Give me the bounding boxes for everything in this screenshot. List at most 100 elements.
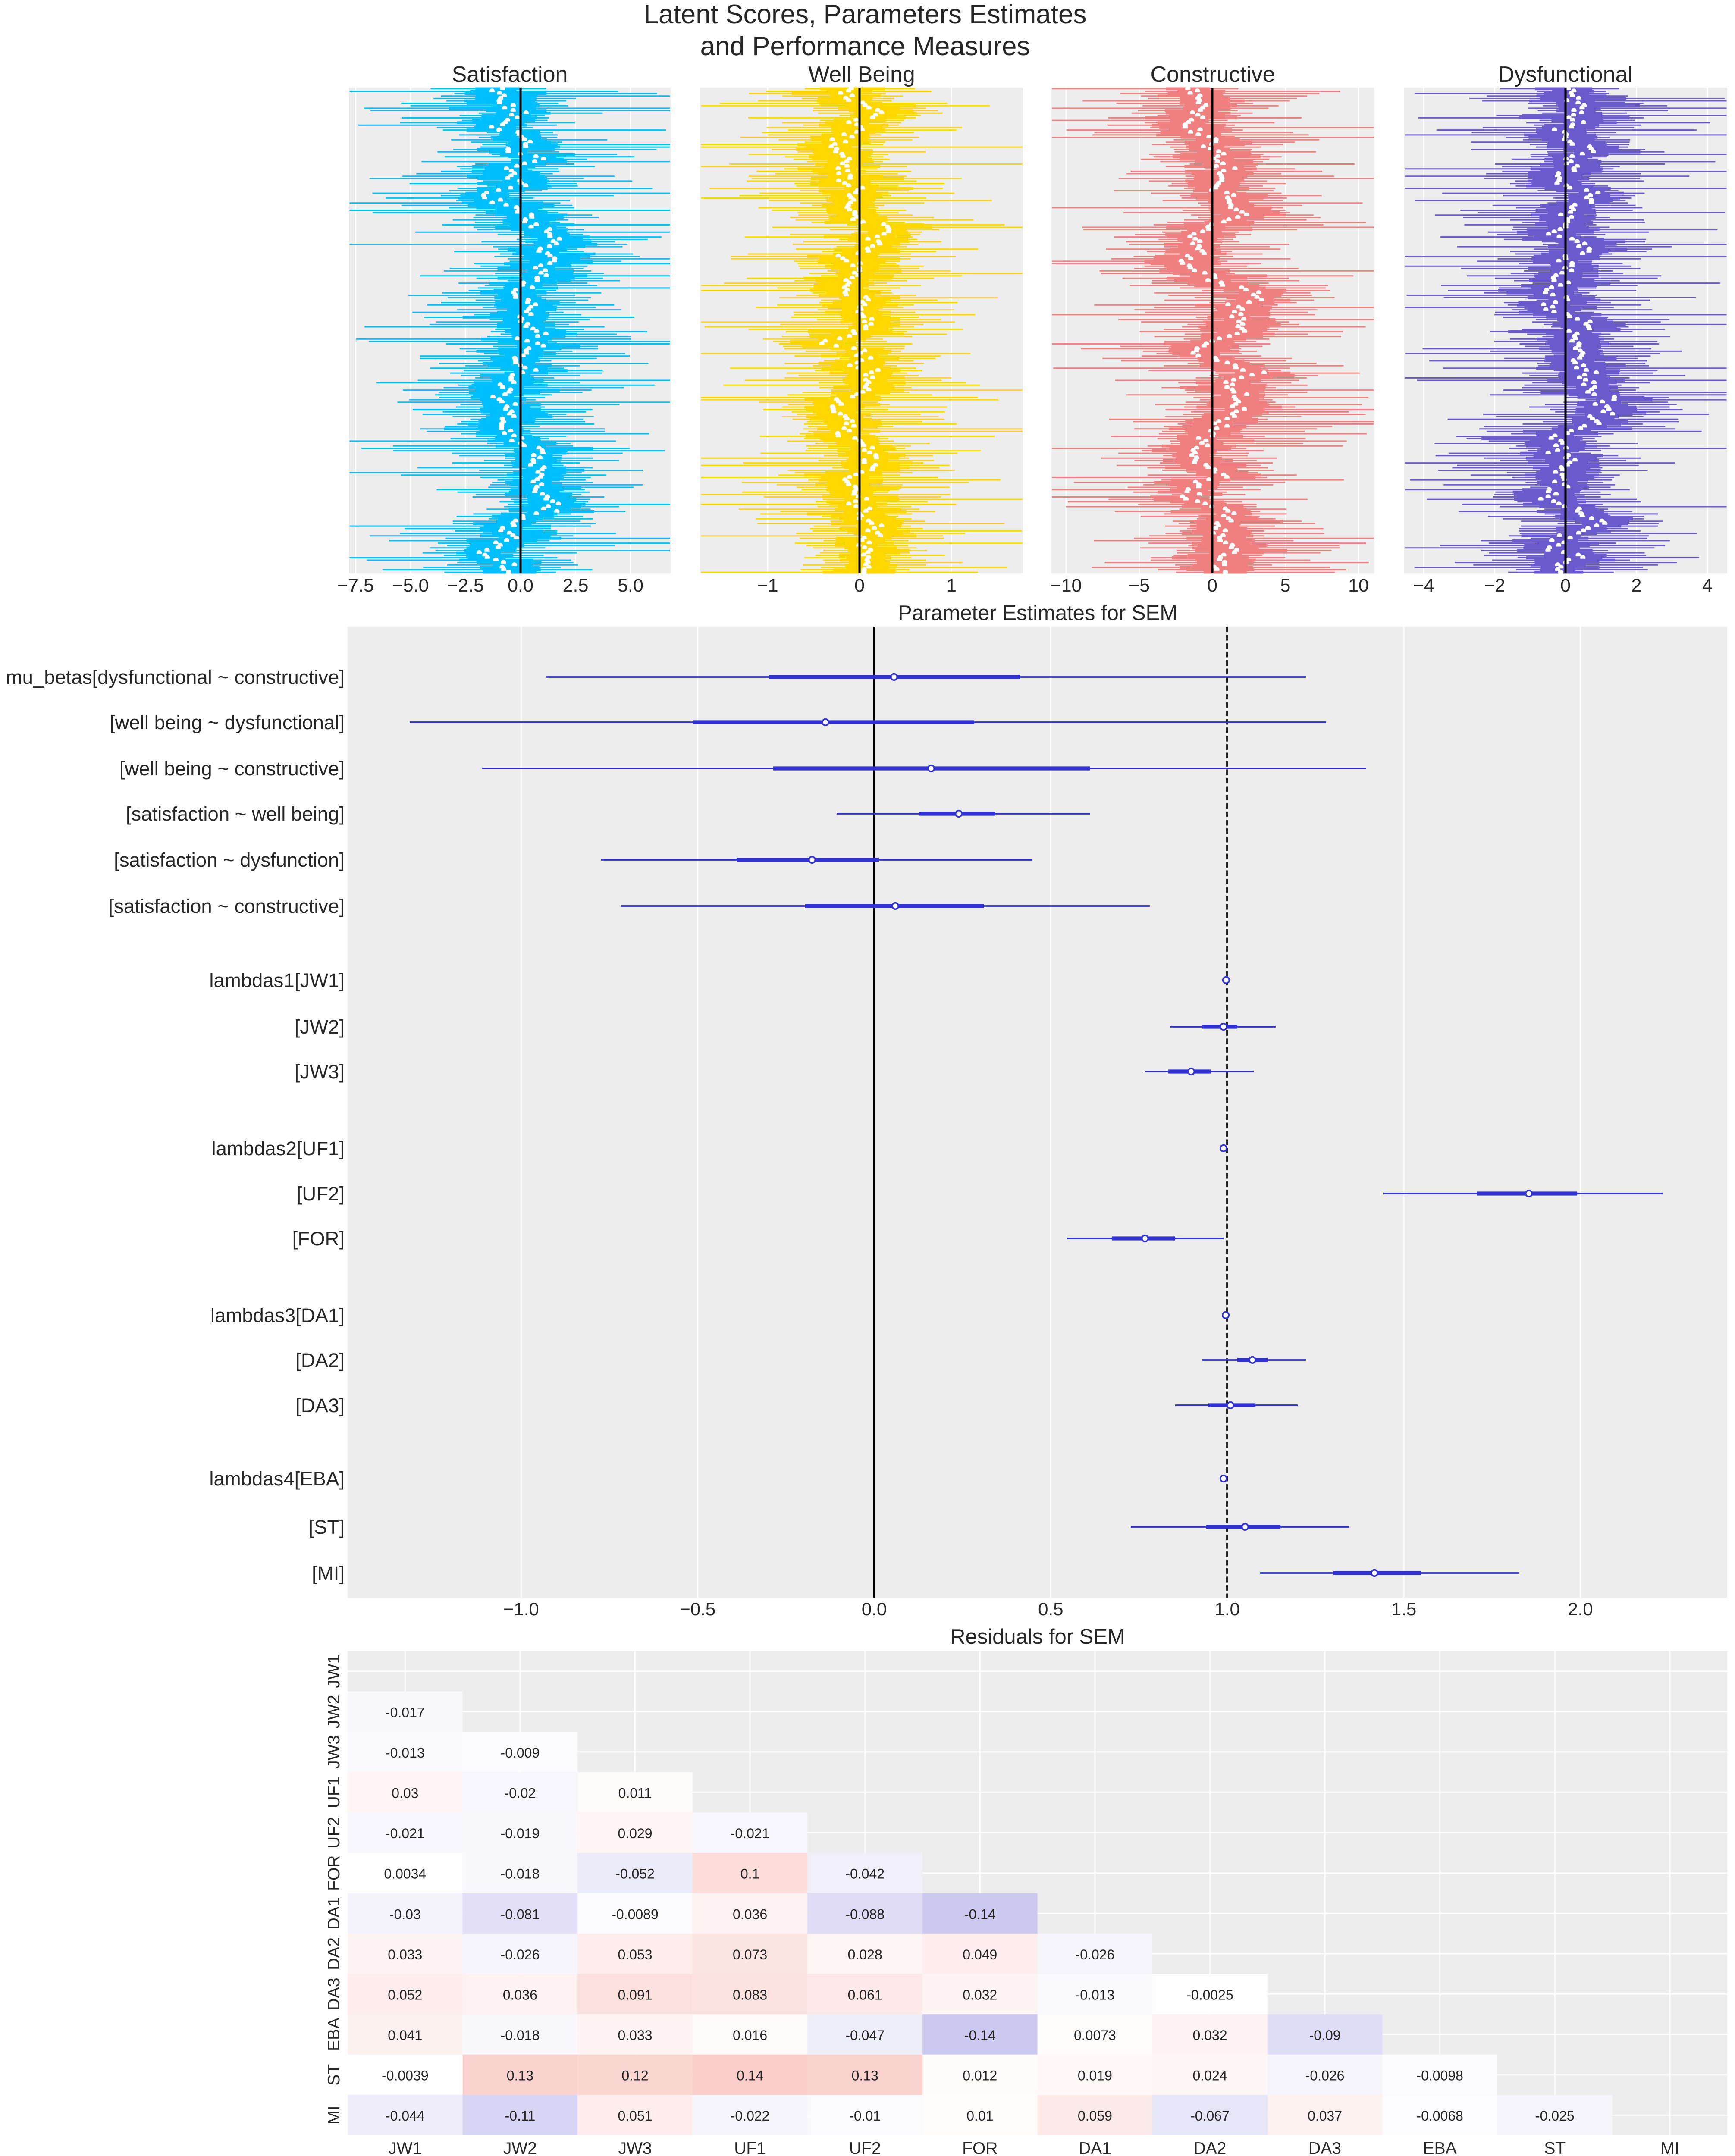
svg-text:−1.0: −1.0: [503, 1599, 539, 1619]
svg-text:-0.026: -0.026: [1305, 2068, 1345, 2084]
svg-text:Satisfaction: Satisfaction: [452, 62, 568, 87]
svg-text:and Performance Measures: and Performance Measures: [700, 31, 1030, 61]
svg-text:2.5: 2.5: [563, 575, 589, 596]
svg-text:JW1: JW1: [388, 2139, 422, 2156]
svg-text:0.01: 0.01: [966, 2108, 993, 2124]
svg-text:-0.0098: -0.0098: [1416, 2068, 1463, 2084]
svg-text:JW3: JW3: [618, 2139, 652, 2156]
svg-text:-0.044: -0.044: [386, 2108, 425, 2124]
svg-text:lambdas1[JW1]: lambdas1[JW1]: [209, 969, 345, 991]
svg-text:UF1: UF1: [325, 1777, 343, 1808]
svg-text:JW1: JW1: [325, 1655, 343, 1688]
svg-text:-0.0068: -0.0068: [1416, 2108, 1463, 2124]
svg-text:-0.009: -0.009: [501, 1745, 540, 1761]
svg-text:Dysfunctional: Dysfunctional: [1498, 62, 1633, 87]
svg-text:JW2: JW2: [325, 1695, 343, 1728]
svg-text:[satisfaction ~ dysfunction]: [satisfaction ~ dysfunction]: [114, 849, 345, 871]
svg-text:2: 2: [1631, 575, 1641, 596]
svg-text:0.0: 0.0: [508, 575, 533, 596]
svg-text:-0.0025: -0.0025: [1186, 1987, 1233, 2002]
svg-text:-0.067: -0.067: [1190, 2108, 1230, 2124]
svg-text:[JW3]: [JW3]: [295, 1061, 345, 1083]
svg-text:1: 1: [946, 575, 957, 596]
svg-text:0.049: 0.049: [963, 1947, 997, 1962]
svg-text:[DA2]: [DA2]: [295, 1349, 345, 1371]
svg-text:1.0: 1.0: [1215, 1599, 1240, 1619]
svg-text:0.1: 0.1: [740, 1866, 759, 1882]
svg-text:UF2: UF2: [325, 1817, 343, 1849]
svg-text:Residuals for SEM: Residuals for SEM: [950, 1625, 1125, 1648]
svg-text:DA3: DA3: [325, 1977, 343, 2010]
svg-text:Latent Scores, Parameters Esti: Latent Scores, Parameters Estimates: [644, 0, 1087, 29]
svg-text:5.0: 5.0: [618, 575, 643, 596]
svg-text:0.053: 0.053: [618, 1947, 652, 1962]
svg-text:-0.042: -0.042: [845, 1866, 885, 1882]
svg-text:-0.013: -0.013: [386, 1745, 425, 1761]
svg-text:0.036: 0.036: [503, 1987, 537, 2002]
svg-text:-0.11: -0.11: [505, 2108, 536, 2124]
svg-text:Well Being: Well Being: [808, 62, 915, 87]
svg-text:MI: MI: [1660, 2139, 1679, 2156]
svg-text:0.0034: 0.0034: [384, 1866, 426, 1882]
svg-text:lambdas2[UF1]: lambdas2[UF1]: [211, 1138, 345, 1159]
svg-text:EBA: EBA: [325, 2018, 343, 2051]
svg-text:-0.0039: -0.0039: [382, 2068, 429, 2084]
svg-text:JW3: JW3: [325, 1735, 343, 1769]
svg-text:-0.14: -0.14: [964, 1906, 996, 1922]
svg-text:0.019: 0.019: [1078, 2068, 1112, 2084]
svg-text:-0.018: -0.018: [501, 2028, 540, 2043]
svg-text:0.061: 0.061: [848, 1987, 882, 2002]
svg-text:0.5: 0.5: [1038, 1599, 1063, 1619]
svg-text:0.03: 0.03: [392, 1786, 418, 1801]
svg-text:0.041: 0.041: [388, 2028, 422, 2043]
svg-text:0.052: 0.052: [388, 1987, 422, 2002]
svg-text:−0.5: −0.5: [680, 1599, 715, 1619]
svg-text:-0.047: -0.047: [845, 2028, 885, 2043]
svg-text:0: 0: [1207, 575, 1217, 596]
svg-text:0.13: 0.13: [507, 2068, 533, 2084]
svg-text:DA3: DA3: [1308, 2139, 1341, 2156]
svg-text:UF2: UF2: [849, 2139, 881, 2156]
svg-text:-0.088: -0.088: [845, 1906, 885, 1922]
svg-text:0: 0: [854, 575, 865, 596]
svg-text:0.037: 0.037: [1308, 2108, 1342, 2124]
svg-text:-0.0089: -0.0089: [612, 1906, 659, 1922]
svg-text:[UF2]: [UF2]: [297, 1183, 345, 1205]
svg-text:FOR: FOR: [325, 1855, 343, 1891]
svg-text:lambdas4[EBA]: lambdas4[EBA]: [209, 1468, 345, 1490]
svg-text:-0.026: -0.026: [1076, 1947, 1115, 1962]
svg-text:DA2: DA2: [325, 1937, 343, 1970]
svg-text:0.033: 0.033: [388, 1947, 422, 1962]
svg-text:−2.5: −2.5: [447, 575, 484, 596]
svg-text:[DA3]: [DA3]: [295, 1395, 345, 1416]
svg-text:[well being ~ constructive]: [well being ~ constructive]: [119, 758, 345, 780]
svg-text:[JW2]: [JW2]: [295, 1016, 345, 1038]
svg-text:Parameter Estimates for SEM: Parameter Estimates for SEM: [898, 602, 1177, 625]
svg-text:0.028: 0.028: [848, 1947, 882, 1962]
svg-text:-0.018: -0.018: [501, 1866, 540, 1882]
svg-text:0.024: 0.024: [1192, 2068, 1227, 2084]
svg-text:-0.03: -0.03: [389, 1906, 421, 1922]
svg-text:DA1: DA1: [325, 1897, 343, 1930]
svg-text:Constructive: Constructive: [1151, 62, 1275, 87]
svg-text:4: 4: [1702, 575, 1713, 596]
svg-text:-0.02: -0.02: [504, 1786, 536, 1801]
svg-text:-0.019: -0.019: [501, 1826, 540, 1841]
svg-text:-0.025: -0.025: [1535, 2108, 1575, 2124]
svg-text:[satisfaction ~ well being]: [satisfaction ~ well being]: [126, 803, 345, 825]
svg-text:0.029: 0.029: [618, 1826, 652, 1841]
svg-text:-0.017: -0.017: [386, 1705, 425, 1720]
svg-text:-0.09: -0.09: [1309, 2028, 1341, 2043]
svg-text:−1: −1: [757, 575, 778, 596]
svg-text:−5.0: −5.0: [392, 575, 429, 596]
svg-text:[FOR]: [FOR]: [292, 1228, 345, 1250]
svg-text:ST: ST: [325, 2064, 343, 2086]
svg-text:0.016: 0.016: [733, 2028, 767, 2043]
svg-text:[well being ~ dysfunctional]: [well being ~ dysfunctional]: [110, 711, 345, 733]
svg-text:0.059: 0.059: [1078, 2108, 1112, 2124]
svg-text:DA2: DA2: [1194, 2139, 1227, 2156]
svg-text:0.083: 0.083: [733, 1987, 767, 2002]
svg-text:0: 0: [1560, 575, 1571, 596]
svg-text:0.032: 0.032: [963, 1987, 997, 2002]
svg-text:[MI]: [MI]: [312, 1562, 345, 1584]
